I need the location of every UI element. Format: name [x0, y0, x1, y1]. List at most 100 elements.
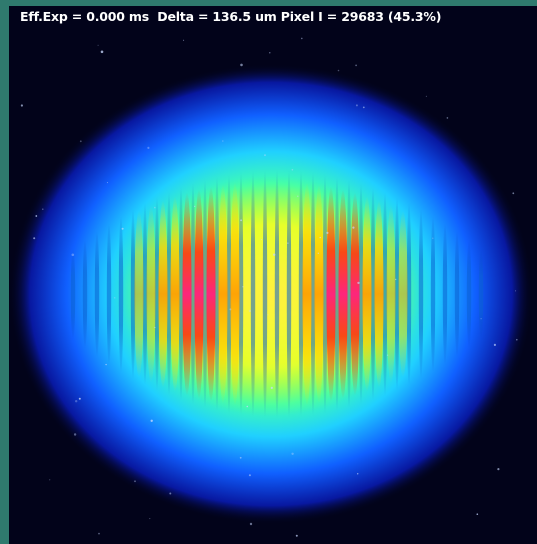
fringe-gap: [418, 208, 424, 380]
fringe-gap: [442, 222, 448, 366]
noise-speck: [357, 473, 359, 475]
fringe-gap: [178, 186, 184, 402]
fringe-gap: [214, 175, 220, 413]
fringe-gap: [250, 170, 256, 418]
fringe-gap: [334, 175, 340, 413]
fringe-gap: [238, 171, 244, 417]
fringe-gap: [82, 239, 88, 349]
noise-speck: [355, 64, 357, 67]
noise-speck: [229, 308, 232, 311]
noise-speck: [149, 518, 151, 520]
noise-speck: [246, 405, 249, 408]
fringe: [170, 196, 180, 392]
noise-speck: [71, 253, 75, 257]
noise-speck: [395, 278, 397, 281]
fringe-gap: [394, 196, 400, 392]
noise-speck: [476, 513, 479, 515]
noise-speck: [446, 117, 449, 119]
noise-speck: [248, 474, 251, 477]
noise-speck: [73, 433, 77, 436]
noise-speck: [301, 37, 303, 40]
noise-speck: [297, 195, 299, 197]
fringe-gap: [130, 208, 136, 380]
fringe-gap: [106, 222, 112, 366]
noise-speck: [264, 154, 266, 156]
fringe: [362, 196, 372, 392]
noise-speck: [362, 106, 365, 109]
noise-speck: [432, 237, 434, 239]
noise-speck: [169, 492, 172, 495]
noise-speck: [295, 534, 298, 537]
fringe: [374, 200, 384, 388]
noise-speck: [183, 39, 185, 41]
noise-speck: [97, 44, 99, 46]
fringe-gap: [298, 170, 304, 418]
interference-image-viewport: Eff.Exp = 0.000 ms Delta = 136.5 um Pixe…: [9, 6, 537, 544]
noise-speck: [260, 239, 262, 241]
fringe: [218, 184, 228, 404]
fringe: [146, 205, 156, 383]
fringe-gap: [286, 169, 292, 419]
noise-speck: [287, 242, 289, 244]
bright-fringe: [326, 186, 336, 402]
bright-fringe: [350, 192, 360, 396]
fringe-gap: [202, 178, 208, 410]
noise-speck: [291, 168, 294, 171]
noise-speck: [49, 479, 51, 481]
fringe-gap: [142, 202, 148, 386]
noise-speck: [222, 140, 224, 142]
bright-fringe: [182, 192, 192, 396]
fringe-gap: [346, 178, 352, 410]
noise-speck: [240, 63, 243, 67]
noise-speck: [326, 231, 329, 234]
noise-speck: [35, 215, 38, 217]
fringe-gap: [70, 248, 76, 340]
noise-speck: [352, 226, 355, 229]
noise-speck: [75, 400, 78, 403]
fringe-gap: [190, 182, 196, 406]
fringe: [158, 200, 168, 388]
noise-speck: [248, 309, 252, 313]
fringe: [230, 182, 240, 406]
fringe: [386, 205, 396, 383]
fringe-gap: [406, 202, 412, 386]
fringe-group: [70, 169, 484, 419]
noise-speck: [493, 343, 496, 346]
fringe-gap: [262, 169, 268, 419]
noise-speck: [515, 290, 517, 292]
fringe-gap: [430, 215, 436, 373]
noise-speck: [317, 252, 319, 254]
noise-speck: [105, 363, 107, 366]
fringe-gap: [382, 191, 388, 397]
fringe-gap: [454, 230, 460, 358]
noise-speck: [33, 237, 36, 240]
noise-speck: [355, 104, 358, 107]
noise-speck: [291, 452, 294, 455]
noise-speck: [337, 69, 340, 72]
fringe-gap: [94, 230, 100, 358]
noise-speck: [269, 52, 271, 54]
fringe-gap: [478, 248, 484, 340]
noise-speck: [386, 354, 389, 356]
fringe-gap: [166, 191, 172, 397]
fringe: [314, 184, 324, 404]
noise-speck: [512, 192, 515, 195]
exposure-status-readout: Eff.Exp = 0.000 ms Delta = 136.5 um Pixe…: [20, 9, 442, 24]
noise-speck: [516, 338, 518, 341]
fringe-gap: [466, 239, 472, 349]
fringe-gap: [118, 215, 124, 373]
noise-speck: [154, 206, 156, 209]
noise-speck: [42, 208, 44, 210]
fringe-gap: [370, 186, 376, 402]
fringe-gap: [226, 173, 232, 415]
noise-speck: [242, 286, 244, 288]
noise-speck: [98, 532, 100, 535]
fringe-gap: [310, 171, 316, 417]
bright-fringe: [206, 186, 216, 402]
fringe-gap: [154, 196, 160, 392]
interference-pattern-image: [9, 37, 533, 537]
noise-speck: [357, 281, 360, 285]
noise-speck: [497, 468, 500, 471]
noise-speck: [150, 419, 153, 422]
